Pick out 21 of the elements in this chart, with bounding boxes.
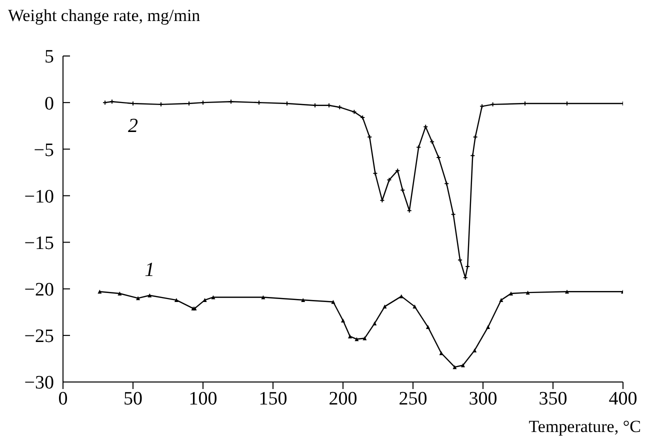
y-axis-title: Weight change rate, mg/min — [8, 6, 200, 26]
y-tick-label: −20 — [24, 280, 54, 301]
x-tick-label: 200 — [328, 388, 358, 410]
y-tick-label: −5 — [34, 140, 54, 161]
x-tick-label: 350 — [538, 388, 568, 410]
x-tick-label: 400 — [608, 388, 638, 410]
x-tick-label: 250 — [398, 388, 428, 410]
y-tick-label: −25 — [24, 326, 54, 348]
y-tick-label: −15 — [24, 233, 54, 254]
y-tick-label: 0 — [44, 93, 54, 114]
x-tick-label: 0 — [58, 388, 68, 410]
series-label: 1 — [144, 258, 155, 281]
x-tick-label: 50 — [124, 388, 142, 410]
x-tick-label: 150 — [258, 388, 288, 410]
y-tick-label: 5 — [44, 46, 54, 68]
y-tick-label: −30 — [24, 372, 54, 394]
series-label: 2 — [128, 115, 138, 138]
x-axis-title: Temperature, °C — [528, 417, 641, 437]
x-tick-label: 100 — [188, 388, 218, 410]
x-tick-label: 300 — [468, 388, 498, 410]
y-tick-label: −10 — [24, 186, 54, 208]
